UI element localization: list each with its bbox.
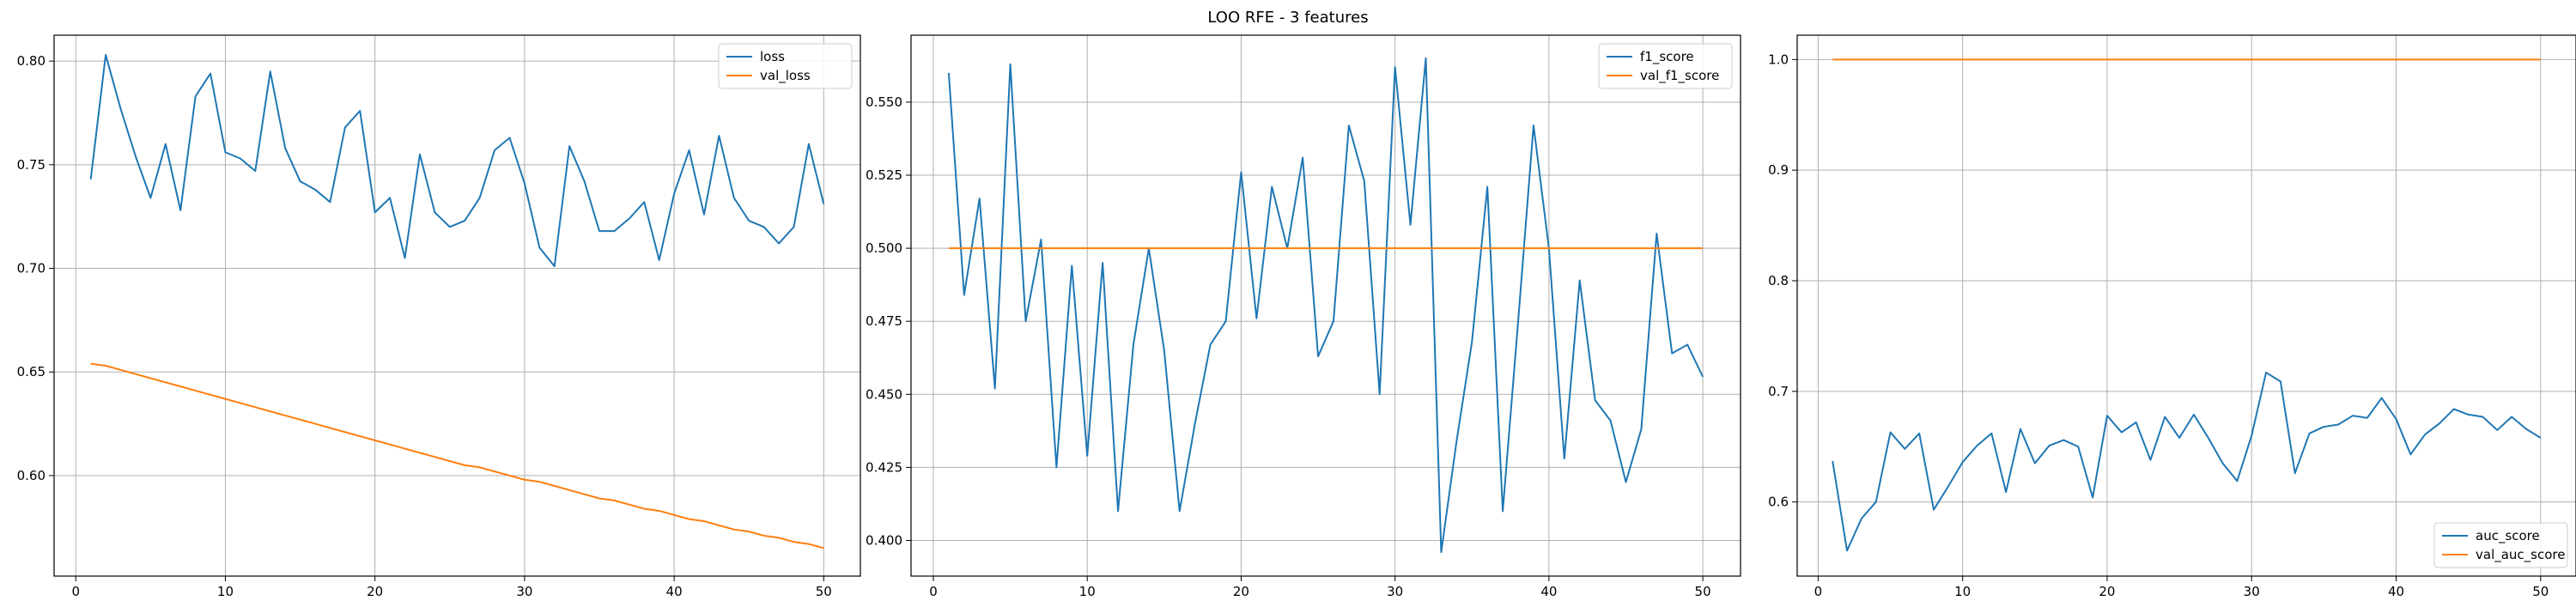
series-line-loss [89,53,825,268]
legend: loss val_loss [718,43,853,89]
x-tick-label: 50 [816,584,832,599]
axes-frame [910,34,1741,577]
legend-label: val_loss [760,68,811,84]
x-tick-label: 20 [367,584,383,599]
y-tick-label: 0.500 [866,240,902,256]
legend-label: f1_score [1640,49,1694,65]
y-tick-label: 0.7 [1768,384,1789,399]
x-tick-label: 50 [2532,584,2549,599]
x-tick-label: 20 [2099,584,2115,599]
x-tick-label: 40 [1540,584,1557,599]
y-tick-label: 0.425 [866,459,902,475]
y-tick-label: 0.75 [17,157,46,173]
x-tick-label: 10 [1079,584,1096,599]
y-tick-label: 0.400 [866,532,902,548]
y-tick-label: 0.450 [866,386,902,402]
y-tick-label: 0.9 [1768,162,1789,178]
x-tick-label: 10 [1954,584,1971,599]
y-tick-label: 1.0 [1768,52,1789,67]
y-tick-label: 0.475 [866,313,902,329]
axes-frame [1796,34,2576,577]
legend: f1_score val_f1_score [1598,43,1733,89]
x-tick-label: 0 [929,584,938,599]
legend-label: val_auc_score [2476,547,2566,563]
series-line-auc-score [1832,371,2542,552]
x-tick-label: 40 [2388,584,2404,599]
legend: auc_score val_auc_score [2433,522,2568,568]
x-tick-label: 0 [71,584,80,599]
y-tick-label: 0.8 [1768,273,1789,288]
legend-label: loss [760,49,785,64]
legend-label: val_f1_score [1640,68,1719,84]
series-line-f1-score [947,57,1704,554]
x-tick-label: 50 [1695,584,1711,599]
figure-suptitle: LOO RFE - 3 features [1207,9,1369,27]
y-tick-label: 0.60 [17,468,46,483]
x-tick-label: 30 [1387,584,1403,599]
y-tick-label: 0.550 [866,94,902,110]
legend-label: auc_score [2476,528,2540,544]
y-tick-label: 0.525 [866,167,902,183]
series-line-val-loss [90,362,824,549]
x-tick-label: 0 [1814,584,1823,599]
x-tick-label: 30 [516,584,532,599]
y-tick-label: 0.80 [17,53,46,69]
x-tick-label: 20 [1233,584,1249,599]
x-tick-label: 30 [2244,584,2260,599]
x-tick-label: 40 [666,584,683,599]
y-tick-label: 0.6 [1768,495,1789,510]
x-tick-label: 10 [217,584,234,599]
y-tick-label: 0.70 [17,261,46,276]
axes-frame [53,34,861,577]
y-tick-label: 0.65 [17,364,46,379]
